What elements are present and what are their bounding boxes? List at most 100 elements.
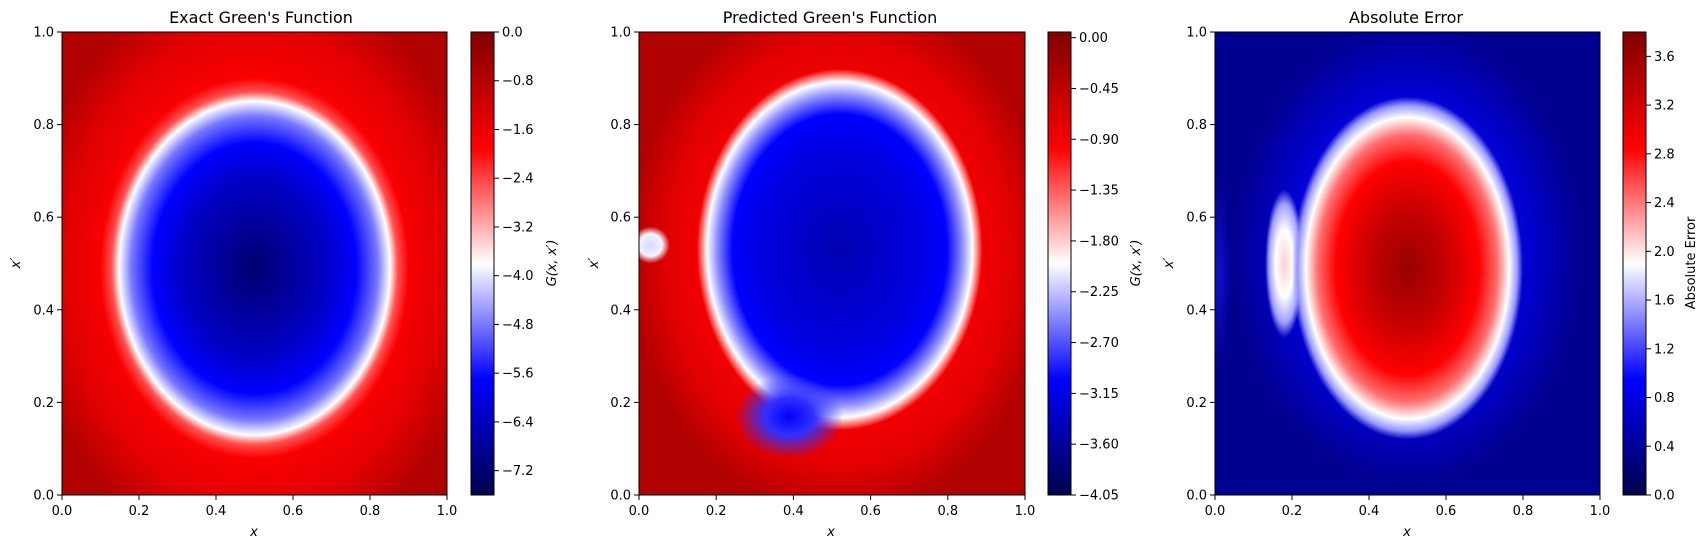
y-tick-label: 1.0 xyxy=(33,26,54,41)
colorbar-tick-label: −0.8 xyxy=(502,74,534,89)
x-tick-label: 0.6 xyxy=(283,504,304,519)
colorbar-tick-label: −1.35 xyxy=(1079,184,1119,199)
y-axis: 0.0 0.2 0.4 0.6 0.8 1.0 x′ xyxy=(1162,26,1215,504)
colorbar-tick-label: 3.2 xyxy=(1654,99,1675,114)
x-tick-label: 0.8 xyxy=(1513,504,1534,519)
x-tick-label: 0.0 xyxy=(629,504,650,519)
y-tick-label: 0.8 xyxy=(610,118,631,133)
y-tick-label: 0.0 xyxy=(1186,489,1207,504)
panel-predicted: Predicted Green's Function 0.0 0.2 0.4 0.6 0… xyxy=(587,8,1144,540)
colorbar: 0.00 −0.45 −0.90 −1.35 −1.80 −2.25 −2.70 −3.15 −… xyxy=(1047,31,1144,504)
x-axis-label: x xyxy=(826,525,835,540)
colorbar: 0.0−0.8−1.6−2.4−3.2−4.0−4.8−5.6−6.4−7.2 … xyxy=(470,26,560,496)
x-tick-label: 0.2 xyxy=(706,504,727,519)
panel-title: Predicted Green's Function xyxy=(723,8,938,27)
x-axis-label: x xyxy=(1402,525,1411,540)
colorbar-tick-label: −4.05 xyxy=(1079,489,1119,504)
colorbar-tick-label: −5.6 xyxy=(502,367,534,382)
x-tick-label: 0.0 xyxy=(1205,504,1226,519)
x-tick-label: 0.4 xyxy=(206,504,227,519)
plot-frame xyxy=(1214,31,1601,496)
x-tick-label: 0.8 xyxy=(937,504,958,519)
colorbar-tick-label: −3.15 xyxy=(1079,387,1119,402)
colorbar-label: G(x, x′) xyxy=(1129,240,1144,287)
x-tick-label: 0.0 xyxy=(52,504,73,519)
colorbar-tick-label: −3.60 xyxy=(1079,438,1119,453)
y-tick-label: 0.6 xyxy=(1186,211,1207,226)
colorbar-tick-label: 2.4 xyxy=(1654,196,1675,211)
x-axis: 0.0 0.2 0.4 0.6 0.8 1.0 x xyxy=(629,495,1036,540)
colorbar-tick-label: 1.6 xyxy=(1654,294,1675,309)
x-tick-label: 1.0 xyxy=(1015,504,1036,519)
y-axis: 0.0 0.2 0.4 0.6 0.8 1.0 x′ xyxy=(9,26,62,504)
colorbar-tick-label: 2.0 xyxy=(1654,245,1675,260)
heatmap-exact xyxy=(62,32,447,495)
colorbar-tick-label: −2.70 xyxy=(1079,336,1119,351)
colorbar-label: G(x, x′) xyxy=(545,240,560,287)
x-tick-label: 1.0 xyxy=(1590,504,1611,519)
colorbar-tick-label: 0.4 xyxy=(1654,440,1675,455)
x-axis: 0.0 0.2 0.4 0.6 0.8 1.0 x xyxy=(1205,495,1611,540)
x-axis: 0.0 0.2 0.4 0.6 0.8 1.0 x xyxy=(52,495,458,540)
colorbar-tick-label: −4.0 xyxy=(502,269,534,284)
colorbar-tick-label: 0.8 xyxy=(1654,391,1675,406)
colorbar-tick-label: 0.0 xyxy=(502,26,523,41)
colorbar-tick-label: −4.8 xyxy=(502,318,534,333)
y-tick-label: 0.2 xyxy=(1186,396,1207,411)
y-tick-label: 0.8 xyxy=(1186,118,1207,133)
y-tick-label: 0.6 xyxy=(610,211,631,226)
colorbar-tick-label: −1.6 xyxy=(502,123,534,138)
x-tick-label: 1.0 xyxy=(437,504,458,519)
panel-title: Absolute Error xyxy=(1349,8,1463,27)
panel-error: Absolute Error 0.0 0.2 0.4 0.6 0.8 1.0 x 0.00… xyxy=(1162,8,1699,540)
colorbar-tick-label: 1.2 xyxy=(1654,342,1675,357)
plot-frame xyxy=(638,31,1026,496)
y-axis-label: x′ xyxy=(1162,258,1177,270)
heatmap-predicted xyxy=(639,32,1025,495)
heatmap-error xyxy=(1215,32,1600,495)
colorbar-tick-label: 0.0 xyxy=(1654,489,1675,504)
colorbar-tick-label: −0.45 xyxy=(1079,82,1119,97)
colorbar: 0.0 0.4 0.8 1.2 1.6 2.0 2.4 2.8 3.2 3.6 Absolute … xyxy=(1622,31,1699,504)
x-tick-label: 0.2 xyxy=(129,504,150,519)
y-axis-label: x′ xyxy=(587,258,602,270)
colorbar-gradient xyxy=(470,31,495,496)
x-tick-label: 0.8 xyxy=(360,504,381,519)
x-axis-label: x xyxy=(249,525,258,540)
colorbar-tick-label: 0.00 xyxy=(1079,31,1108,46)
plot-frame xyxy=(61,31,448,496)
y-tick-label: 0.4 xyxy=(1186,303,1207,318)
y-tick-label: 0.4 xyxy=(610,303,631,318)
y-tick-label: 1.0 xyxy=(610,26,631,41)
colorbar-gradient xyxy=(1047,31,1072,496)
colorbar-tick-label: −7.2 xyxy=(502,464,534,479)
colorbar-tick-label: 3.6 xyxy=(1654,50,1675,65)
colorbar-tick-label: −2.25 xyxy=(1079,285,1119,300)
x-tick-label: 0.6 xyxy=(1436,504,1457,519)
colorbar-gradient xyxy=(1622,31,1647,496)
colorbar-tick-label: −3.2 xyxy=(502,220,534,235)
x-tick-label: 0.6 xyxy=(860,504,881,519)
colorbar-tick-label: −0.90 xyxy=(1079,133,1119,148)
panel-exact: Exact Green's Function 0.0 0.2 0.4 0.6 0.8 1.… xyxy=(9,8,560,540)
colorbar-label: Absolute Error xyxy=(1684,216,1699,309)
y-tick-label: 0.0 xyxy=(33,489,54,504)
colorbar-tick-label: 2.8 xyxy=(1654,147,1675,162)
y-tick-label: 0.8 xyxy=(33,118,54,133)
x-tick-label: 0.4 xyxy=(783,504,804,519)
y-tick-label: 0.4 xyxy=(33,303,54,318)
colorbar-tick-label: −2.4 xyxy=(502,172,534,187)
y-tick-label: 0.6 xyxy=(33,211,54,226)
y-tick-label: 1.0 xyxy=(1186,26,1207,41)
x-tick-label: 0.4 xyxy=(1359,504,1380,519)
y-tick-label: 0.0 xyxy=(610,489,631,504)
y-tick-label: 0.2 xyxy=(33,396,54,411)
panel-title: Exact Green's Function xyxy=(169,8,353,27)
colorbar-tick-label: −1.80 xyxy=(1079,234,1119,249)
colorbar-tick-label: −6.4 xyxy=(502,415,534,430)
y-axis-label: x′ xyxy=(9,258,24,270)
y-tick-label: 0.2 xyxy=(610,396,631,411)
y-axis: 0.0 0.2 0.4 0.6 0.8 1.0 x′ xyxy=(587,26,639,504)
x-tick-label: 0.2 xyxy=(1282,504,1303,519)
